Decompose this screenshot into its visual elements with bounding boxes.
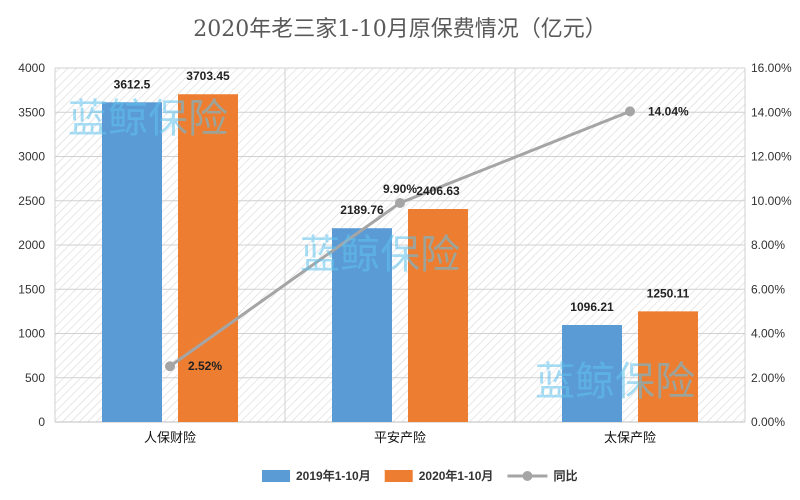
- y-left-tick-label: 3000: [18, 150, 45, 164]
- legend-label: 2020年1-10月: [419, 468, 494, 483]
- y-right-tick-label: 4.00%: [751, 327, 785, 341]
- y-right-tick-label: 6.00%: [751, 282, 785, 296]
- bar: [102, 102, 162, 422]
- bar-data-label: 3703.45: [186, 69, 230, 83]
- y-left-tick-label: 3500: [18, 105, 45, 119]
- line-data-label: 9.90%: [383, 182, 417, 196]
- y-axis-right: 0.00% 2.00% 4.00% 6.00% 8.00% 10.00% 12.00% 14.…: [751, 61, 792, 429]
- bar: [408, 209, 468, 422]
- bar: [638, 311, 698, 422]
- y-right-tick-label: 16.00%: [751, 61, 792, 75]
- y-right-tick-label: 0.00%: [751, 415, 785, 429]
- y-left-tick-label: 4000: [18, 61, 45, 75]
- y-left-tick-label: 2000: [18, 238, 45, 252]
- bars: [102, 94, 698, 422]
- data-labels: 3612.5 2189.76 1096.21 3703.45 2406.63 1250.1…: [114, 69, 690, 373]
- bar: [332, 228, 392, 422]
- legend-swatch-marker: [522, 471, 533, 481]
- y-left-tick-label: 2500: [18, 194, 45, 208]
- bar-data-label: 3612.5: [114, 77, 151, 91]
- bar: [562, 324, 622, 422]
- y-left-tick-label: 500: [25, 371, 45, 385]
- line-data-label: 14.04%: [648, 104, 689, 118]
- y-right-tick-label: 12.00%: [751, 150, 792, 164]
- line-point: [395, 197, 405, 208]
- x-tick-label: 人保财险: [144, 431, 196, 446]
- legend: 2019年1-10月 2020年1-10月 同比: [262, 468, 577, 483]
- legend-label: 同比: [553, 468, 577, 483]
- bar-data-label: 1250.11: [647, 286, 690, 300]
- line-data-label: 2.52%: [188, 359, 222, 373]
- watermark-text: 蓝鲸保险: [300, 232, 460, 278]
- bar: [178, 94, 238, 422]
- bar-data-label: 2406.63: [416, 184, 460, 198]
- legend-label: 2019年1-10月: [296, 468, 371, 483]
- x-tick-label: 平安产险: [374, 431, 426, 446]
- y-right-tick-label: 14.00%: [751, 105, 792, 119]
- line-point: [165, 361, 175, 372]
- x-tick-label: 太保产险: [604, 431, 656, 446]
- legend-swatch: [262, 470, 290, 482]
- watermark-text: 蓝鲸保险: [535, 359, 695, 405]
- y-left-tick-label: 1500: [18, 282, 45, 296]
- y-right-tick-label: 8.00%: [751, 238, 785, 252]
- y-right-tick-label: 2.00%: [751, 371, 785, 385]
- y-axis-left: 0 500 1000 1500 2000 2500 3000 3500 4000: [18, 61, 45, 429]
- bar-data-label: 2189.76: [340, 203, 384, 217]
- bar-data-label: 1096.21: [570, 300, 614, 314]
- y-right-tick-label: 10.00%: [751, 194, 792, 208]
- y-left-tick-label: 1000: [18, 327, 45, 341]
- grid: [54, 67, 746, 423]
- watermark-text: 蓝鲸保险: [68, 96, 228, 142]
- line-point: [625, 106, 635, 117]
- x-axis: 人保财险 平安产险 太保产险: [144, 431, 656, 446]
- y-left-tick-label: 0: [38, 415, 45, 429]
- legend-swatch: [384, 470, 413, 482]
- chart-title: 2020年老三家1-10月原保费情况（亿元）: [193, 17, 606, 42]
- yoy-line: [165, 106, 635, 372]
